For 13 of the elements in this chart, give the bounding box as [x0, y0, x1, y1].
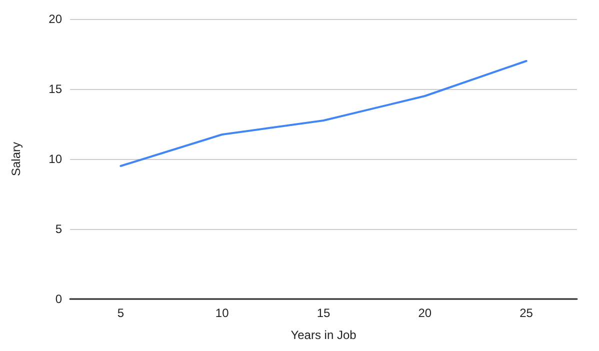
x-tick-label: 10 [215, 306, 230, 320]
y-axis-title: Salary [9, 142, 23, 176]
x-tick-label: 5 [117, 306, 124, 320]
y-tick-label: 15 [48, 82, 62, 96]
x-tick-label: 15 [316, 306, 330, 320]
y-tick-label: 5 [55, 222, 62, 236]
x-tick-label: 20 [418, 306, 432, 320]
x-axis-title: Years in Job [290, 328, 357, 342]
y-tick-label: 0 [55, 292, 62, 306]
line-series [120, 60, 528, 167]
y-tick-label: 10 [48, 152, 62, 166]
y-tick-label: 20 [48, 12, 62, 26]
x-tick-label: 25 [520, 306, 534, 320]
